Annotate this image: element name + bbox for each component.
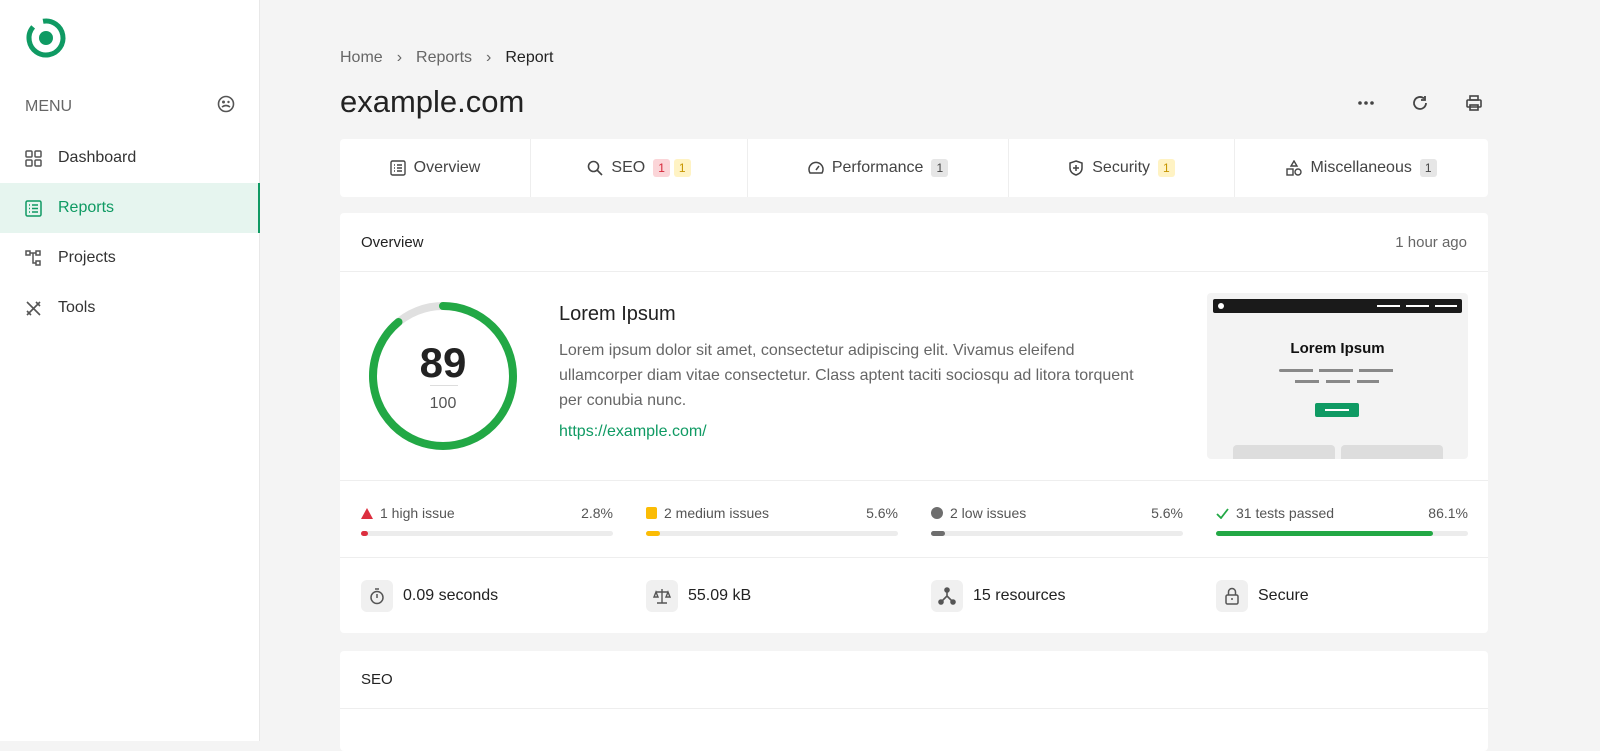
divider <box>430 385 458 386</box>
tab-label: Overview <box>413 159 481 176</box>
check-icon <box>1216 507 1229 519</box>
shield-icon <box>1069 160 1083 176</box>
tab-label: Miscellaneous <box>1310 159 1412 176</box>
tab-seo[interactable]: SEO 1 1 <box>531 139 748 197</box>
issue-stat: 1 high issue 2.8% <box>361 505 613 536</box>
speedometer-icon <box>808 161 824 174</box>
sidebar-item-label: Dashboard <box>58 149 137 166</box>
breadcrumb-reports[interactable]: Reports <box>416 49 473 66</box>
tab-security[interactable]: Security 1 <box>1009 139 1235 197</box>
breadcrumb: Home › Reports › Report <box>340 49 553 67</box>
sidebar-item-label: Tools <box>58 299 96 316</box>
score-ring <box>369 302 517 450</box>
network-icon <box>931 580 963 612</box>
site-thumbnail[interactable]: Lorem Ipsum <box>1207 293 1468 459</box>
print-icon[interactable] <box>1460 92 1488 114</box>
seo-card: SEO <box>340 651 1488 751</box>
chevron-right-icon: › <box>396 49 403 66</box>
issue-label: 2 low issues <box>950 505 1027 521</box>
tab-performance[interactable]: Performance 1 <box>748 139 1009 197</box>
issue-percent: 5.6% <box>866 505 898 521</box>
tab-miscellaneous[interactable]: Miscellaneous 1 <box>1235 139 1488 197</box>
score-max: 100 <box>429 395 457 412</box>
issue-percent: 5.6% <box>1151 505 1183 521</box>
list-icon <box>389 160 406 176</box>
progress-fill <box>931 531 946 536</box>
issue-stat: 2 medium issues 5.6% <box>646 505 898 536</box>
tab-label: SEO <box>611 159 646 176</box>
tab-label: Performance <box>831 159 924 176</box>
resource-stat: 0.09 seconds <box>361 580 498 612</box>
progress-fill <box>361 531 369 536</box>
site-description: Lorem ipsum dolor sit amet, consectetur … <box>559 342 1134 409</box>
progress-bar <box>361 531 613 536</box>
issues-summary: 1 high issue 2.8% 2 medium issues 5.6% 2 low… <box>340 480 1488 558</box>
stat-label: 15 resources <box>973 587 1066 604</box>
progress-fill <box>646 531 661 536</box>
page-title: example.com <box>340 84 525 119</box>
tools-icon <box>26 300 41 316</box>
circle-icon <box>931 507 943 519</box>
issue-badge: 1 <box>931 159 949 177</box>
issue-label: 2 medium issues <box>664 505 770 521</box>
theme-icon[interactable] <box>217 95 235 118</box>
issue-stat: 2 low issues 5.6% <box>931 505 1183 536</box>
medium-issue-badge: 1 <box>673 159 691 177</box>
issue-percent: 86.1% <box>1428 505 1468 521</box>
issue-badge: 1 <box>1419 159 1437 177</box>
timestamp: 1 hour ago <box>1395 233 1467 251</box>
stat-label: 0.09 seconds <box>403 587 499 604</box>
sidebar-item-reports[interactable]: Reports <box>0 183 260 233</box>
issue-label: 1 high issue <box>380 505 455 521</box>
site-title: Lorem Ipsum <box>559 303 676 325</box>
progress-fill <box>1216 531 1433 536</box>
card-title: SEO <box>340 651 1488 709</box>
logo[interactable] <box>24 16 68 65</box>
search-icon <box>588 160 603 176</box>
issue-badge: 1 <box>1158 159 1175 177</box>
progress-bar <box>646 531 898 536</box>
issue-label: 31 tests passed <box>1236 505 1335 521</box>
issue-percent: 2.8% <box>581 505 613 521</box>
site-url-link[interactable]: https://example.com/ <box>559 423 707 440</box>
shapes-icon <box>1286 160 1303 176</box>
resource-stat: 15 resources <box>931 580 1066 612</box>
scale-icon <box>646 580 678 612</box>
sidebar: MENU Dashboard Reports Projects Tools <box>0 0 260 741</box>
score-arc <box>369 302 517 450</box>
progress-bar <box>1216 531 1468 536</box>
sidebar-item-label: Reports <box>58 199 115 216</box>
tab-overview[interactable]: Overview <box>340 139 531 197</box>
sidebar-item-projects[interactable]: Projects <box>0 233 260 283</box>
resource-stat: Secure <box>1216 580 1309 612</box>
hierarchy-icon <box>25 249 41 266</box>
more-icon[interactable] <box>1352 92 1380 114</box>
overview-card: Overview 1 hour ago 89 100 Lorem Ipsum Lo… <box>340 213 1488 633</box>
sidebar-item-label: Projects <box>58 249 116 266</box>
tab-bar: Overview SEO 1 1 Performance 1 Security 1 Mi… <box>340 139 1488 197</box>
sidebar-item-dashboard[interactable]: Dashboard <box>0 133 260 183</box>
triangle-icon <box>361 507 373 519</box>
stat-label: 55.09 kB <box>688 587 752 604</box>
progress-bar <box>931 531 1183 536</box>
resource-stat: 55.09 kB <box>646 580 751 612</box>
breadcrumb-home[interactable]: Home <box>340 49 383 66</box>
score-value: 89 <box>419 339 467 386</box>
sidebar-item-tools[interactable]: Tools <box>0 283 260 333</box>
square-icon <box>646 507 657 519</box>
issue-stat: 31 tests passed 86.1% <box>1216 505 1468 536</box>
high-issue-badge: 1 <box>653 159 670 177</box>
stopwatch-icon <box>361 580 393 612</box>
stat-label: Secure <box>1258 587 1309 604</box>
lock-icon <box>1216 580 1248 612</box>
report-icon <box>25 199 42 217</box>
tab-label: Security <box>1092 159 1151 176</box>
grid-icon <box>25 149 42 167</box>
chevron-right-icon: › <box>486 49 492 66</box>
refresh-icon[interactable] <box>1406 92 1434 114</box>
breadcrumb-current: Report <box>505 49 554 66</box>
card-title: Overview <box>361 233 424 251</box>
menu-label: MENU <box>25 97 73 115</box>
thumbnail-title: Lorem Ipsum <box>1290 340 1385 357</box>
